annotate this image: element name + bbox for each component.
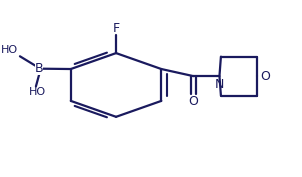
Text: HO: HO (29, 87, 46, 97)
Text: HO: HO (2, 45, 18, 55)
Text: O: O (188, 95, 198, 108)
Text: N: N (215, 78, 224, 90)
Text: F: F (113, 22, 120, 35)
Text: O: O (261, 70, 271, 83)
Text: B: B (34, 62, 43, 75)
